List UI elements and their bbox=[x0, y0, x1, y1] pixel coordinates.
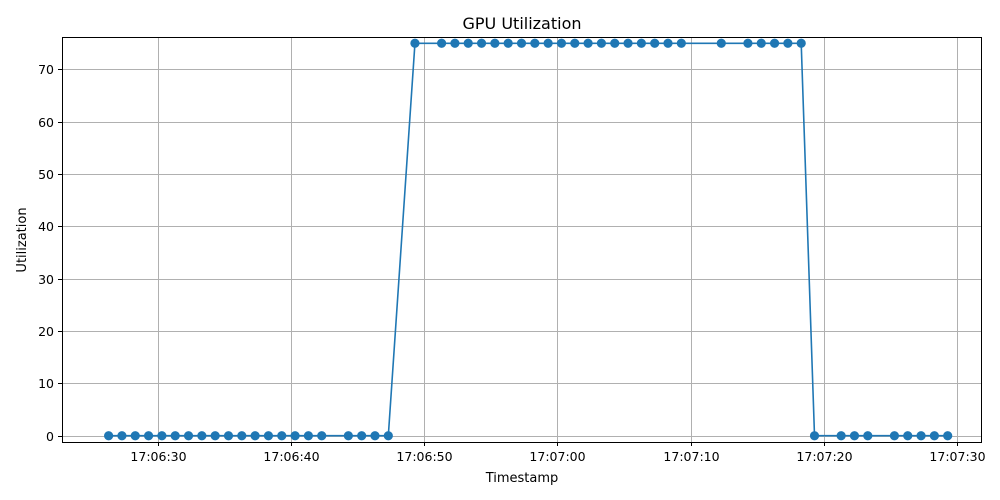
x-tick-label: 17:06:50 bbox=[396, 449, 452, 464]
data-point bbox=[157, 431, 167, 441]
y-tick-label: 40 bbox=[38, 219, 54, 234]
data-point bbox=[570, 38, 580, 48]
data-point bbox=[796, 38, 806, 48]
x-tick-label: 17:06:30 bbox=[130, 449, 186, 464]
data-point bbox=[277, 431, 287, 441]
data-point bbox=[783, 38, 793, 48]
data-point bbox=[610, 38, 620, 48]
data-point bbox=[543, 38, 553, 48]
data-point bbox=[756, 38, 766, 48]
data-point bbox=[623, 38, 633, 48]
data-point bbox=[716, 38, 726, 48]
y-tick-label: 10 bbox=[38, 376, 54, 391]
data-point bbox=[370, 431, 380, 441]
data-point bbox=[490, 38, 500, 48]
y-tick-label: 70 bbox=[38, 62, 54, 77]
data-point bbox=[183, 431, 194, 441]
data-point bbox=[463, 38, 473, 48]
data-point bbox=[503, 38, 513, 48]
data-point bbox=[223, 431, 234, 441]
x-tick-label: 17:07:00 bbox=[529, 449, 585, 464]
y-tick-label: 0 bbox=[46, 429, 54, 444]
x-tick-label: 17:07:30 bbox=[929, 449, 985, 464]
data-point bbox=[650, 38, 660, 48]
data-point bbox=[410, 38, 420, 48]
data-point bbox=[636, 38, 646, 48]
data-point bbox=[583, 38, 593, 48]
y-tick-label: 60 bbox=[38, 115, 54, 130]
x-axis-label: Timestamp bbox=[485, 471, 559, 486]
data-point bbox=[130, 431, 140, 441]
axis-ticks: 17:06:30 17:06:40 17:06:50 17:07:00 17:07:10… bbox=[38, 62, 986, 464]
data-point bbox=[250, 431, 260, 441]
data-point bbox=[450, 38, 460, 48]
data-point bbox=[263, 431, 274, 441]
data-point bbox=[863, 431, 873, 441]
axes-frame bbox=[62, 37, 982, 443]
data-point bbox=[516, 38, 527, 48]
data-point bbox=[663, 38, 673, 48]
data-point bbox=[290, 431, 300, 441]
data-point bbox=[117, 431, 127, 441]
data-point bbox=[929, 431, 939, 441]
grid-lines bbox=[62, 37, 981, 442]
data-point bbox=[836, 431, 846, 441]
y-tick-label: 20 bbox=[38, 324, 54, 339]
data-series bbox=[104, 38, 953, 441]
data-point bbox=[809, 431, 820, 441]
data-point bbox=[143, 431, 154, 441]
data-point bbox=[343, 431, 353, 441]
data-point bbox=[556, 38, 567, 48]
data-point bbox=[889, 431, 900, 441]
data-point bbox=[596, 38, 607, 48]
data-point bbox=[170, 431, 180, 441]
data-point bbox=[769, 38, 780, 48]
data-point bbox=[303, 431, 313, 441]
chart-title: GPU Utilization bbox=[462, 14, 581, 33]
data-point bbox=[903, 431, 913, 441]
data-point bbox=[357, 431, 367, 441]
data-point bbox=[676, 38, 686, 48]
data-point bbox=[436, 38, 447, 48]
data-point bbox=[530, 38, 540, 48]
y-axis-label: Utilization bbox=[15, 207, 30, 272]
y-tick-label: 30 bbox=[38, 272, 54, 287]
data-point bbox=[916, 431, 926, 441]
x-tick-label: 17:06:40 bbox=[263, 449, 319, 464]
x-tick-label: 17:07:20 bbox=[796, 449, 852, 464]
data-point bbox=[210, 431, 220, 441]
data-point bbox=[743, 38, 753, 48]
data-point bbox=[104, 431, 114, 441]
data-point bbox=[476, 38, 487, 48]
data-point bbox=[943, 431, 953, 441]
y-tick-label: 50 bbox=[38, 167, 54, 182]
data-point bbox=[317, 431, 327, 441]
data-point bbox=[383, 431, 393, 441]
data-point bbox=[237, 431, 247, 441]
data-point bbox=[849, 431, 860, 441]
x-tick-label: 17:07:10 bbox=[663, 449, 719, 464]
data-point bbox=[197, 431, 207, 441]
